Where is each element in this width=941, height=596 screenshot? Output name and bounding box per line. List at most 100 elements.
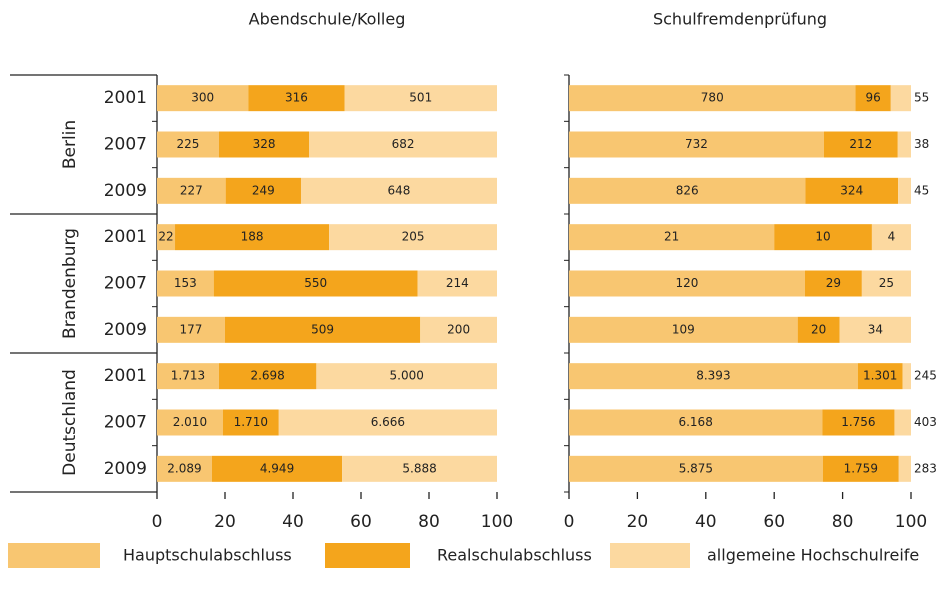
bar-segment <box>855 85 891 112</box>
group-label: Brandenburg <box>60 228 80 339</box>
bar-segment <box>871 224 911 251</box>
bar-label: 501 <box>409 91 432 105</box>
bar-segment <box>417 270 497 297</box>
bar-label: 205 <box>402 230 425 244</box>
bar-label: 4 <box>888 230 896 244</box>
bar-label: 188 <box>241 230 264 244</box>
bar-segment <box>175 224 330 251</box>
year-label: 2007 <box>104 413 147 433</box>
bar-segment <box>569 316 798 343</box>
year-label: 2001 <box>104 366 147 386</box>
bar-label: 316 <box>285 91 308 105</box>
bar-segment <box>894 409 911 436</box>
bar-segment <box>157 316 225 343</box>
bar-label: 20 <box>811 322 826 336</box>
bar-label: 283 <box>914 461 937 475</box>
bar-segment <box>569 363 858 390</box>
bar-segment <box>839 316 911 343</box>
bar-segment <box>157 177 226 204</box>
bar-label: 1.759 <box>844 461 878 475</box>
bar-segment <box>569 224 775 251</box>
bar-segment <box>342 455 497 482</box>
bar-segment <box>218 363 317 390</box>
bar-segment <box>902 363 911 390</box>
bar-segment <box>157 455 212 482</box>
year-label: 2007 <box>104 135 147 155</box>
bar-label: 214 <box>446 276 469 290</box>
legend-swatch <box>610 543 690 568</box>
bar-label: 732 <box>685 137 708 151</box>
legend-label: Hauptschulabschluss <box>123 546 292 565</box>
bar-label: 177 <box>180 322 203 336</box>
bar-segment <box>211 455 343 482</box>
bar-segment <box>569 85 856 112</box>
bar-label: 21 <box>664 230 679 244</box>
bar-segment <box>569 177 806 204</box>
bar-label: 2.089 <box>167 461 201 475</box>
bar-segment <box>225 177 301 204</box>
bar-label: 96 <box>866 91 881 105</box>
bar-label: 225 <box>177 137 200 151</box>
bar-segment <box>569 270 805 297</box>
bar-segment <box>774 224 872 251</box>
bar-label: 55 <box>914 91 929 105</box>
bar-label: 1.710 <box>234 415 268 429</box>
bar-label: 328 <box>253 137 276 151</box>
x-tick-label: 20 <box>214 512 236 532</box>
bar-segment <box>316 363 497 390</box>
x-tick-label: 80 <box>418 512 440 532</box>
bar-segment <box>300 177 497 204</box>
bar-label: 2.010 <box>173 415 207 429</box>
bar-label: 10 <box>815 230 830 244</box>
bar-segment <box>309 131 497 158</box>
bar-label: 38 <box>914 137 929 151</box>
bar-segment <box>157 363 219 390</box>
legend-swatch <box>325 543 410 568</box>
bar-label: 5.888 <box>402 461 436 475</box>
bar-label: 120 <box>675 276 698 290</box>
bar-label: 109 <box>672 322 695 336</box>
bar-label: 403 <box>914 415 937 429</box>
bar-label: 1.713 <box>171 369 205 383</box>
bar-label: 324 <box>840 183 863 197</box>
x-tick-label: 80 <box>832 512 854 532</box>
bar-label: 227 <box>180 183 203 197</box>
year-label: 2009 <box>104 320 147 340</box>
bar-segment <box>329 224 497 251</box>
bar-label: 29 <box>826 276 841 290</box>
legend-label: allgemeine Hochschulreife <box>707 546 919 565</box>
x-tick-label: 40 <box>282 512 304 532</box>
bar-label: 780 <box>701 91 724 105</box>
bar-segment <box>805 177 899 204</box>
bar-label: 8.393 <box>696 369 730 383</box>
x-tick-label: 40 <box>695 512 717 532</box>
bar-segment <box>344 85 497 112</box>
year-label: 2009 <box>104 181 147 201</box>
bar-segment <box>822 409 895 436</box>
bar-segment <box>897 131 911 158</box>
x-tick-label: 20 <box>627 512 649 532</box>
bar-segment <box>857 363 903 390</box>
bar-segment <box>569 409 823 436</box>
bar-label: 550 <box>304 276 327 290</box>
bar-segment <box>804 270 862 297</box>
bar-segment <box>157 409 223 436</box>
bar-segment <box>157 85 249 112</box>
year-label: 2001 <box>104 227 147 247</box>
bar-label: 1.756 <box>841 415 875 429</box>
year-label: 2007 <box>104 274 147 294</box>
bar-label: 648 <box>388 183 411 197</box>
x-tick-label: 60 <box>763 512 785 532</box>
bar-segment <box>222 409 279 436</box>
bar-label: 200 <box>447 322 470 336</box>
bar-segment <box>213 270 418 297</box>
bar-label: 212 <box>849 137 872 151</box>
bar-segment <box>861 270 911 297</box>
bar-label: 4.949 <box>260 461 294 475</box>
bar-label: 2.698 <box>250 369 284 383</box>
legend-swatch <box>8 543 100 568</box>
bar-label: 5.875 <box>679 461 713 475</box>
bar-label: 245 <box>914 369 937 383</box>
x-tick-label: 100 <box>481 512 513 532</box>
bar-label: 1.301 <box>863 369 897 383</box>
